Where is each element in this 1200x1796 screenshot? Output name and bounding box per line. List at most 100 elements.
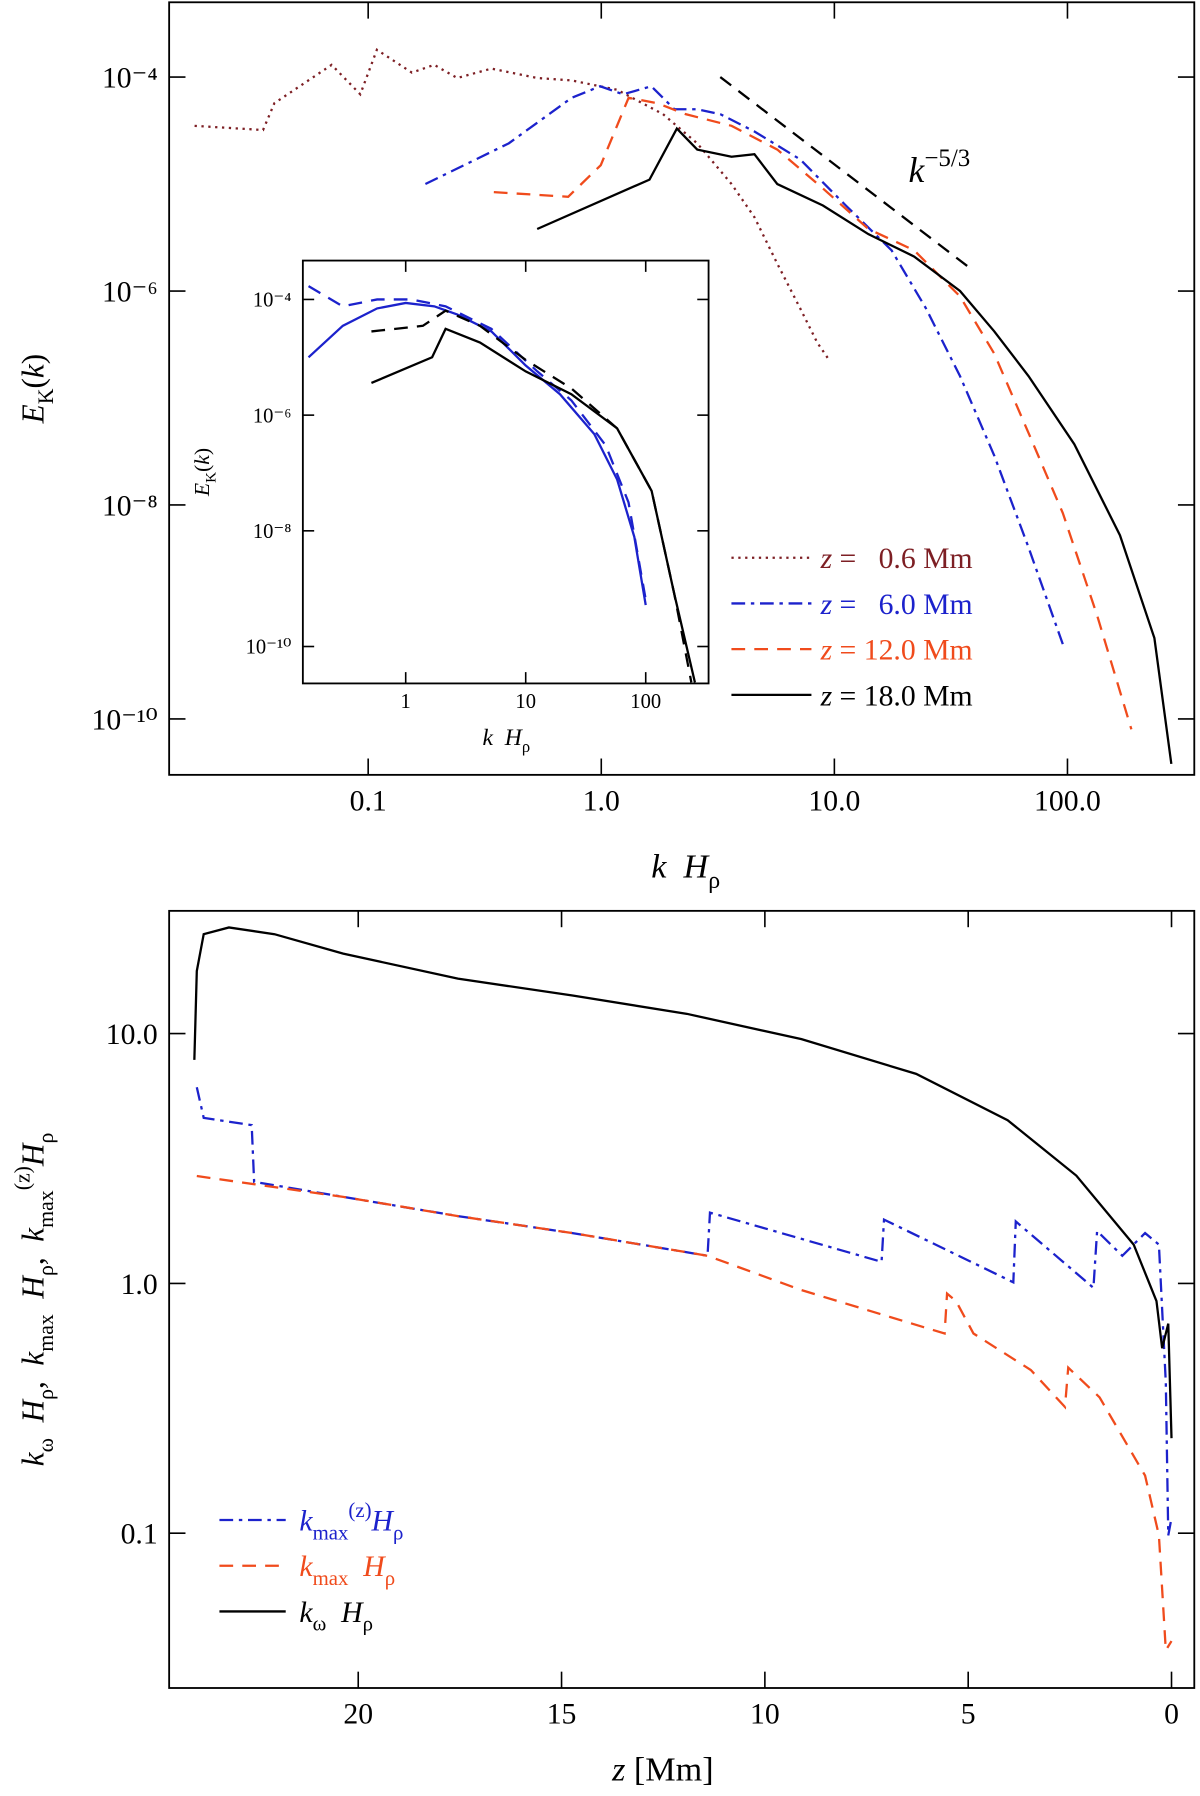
series-line <box>196 1174 1173 1654</box>
text-part: z <box>820 680 833 712</box>
x-tick-label: 100.0 <box>1034 786 1101 818</box>
text-part: = 6.0 Mm <box>832 589 973 621</box>
text-part: ρ <box>393 1521 403 1544</box>
chart: 20 15 10 5 0 10.0 1.0 0.1 z [Mm] kω Hρ, kmax Hρ, … <box>10 909 1196 1789</box>
text-part: H <box>683 849 711 886</box>
text-part <box>15 1299 50 1315</box>
text-part: = 12.0 Mm <box>832 635 973 667</box>
y-tick-label: 0.1 <box>121 1519 158 1551</box>
series-line <box>195 1086 1173 1536</box>
y-axis-label: kω Hρ, kmax Hρ, kmax(z)Hρ <box>10 1133 57 1467</box>
text-part: ρ <box>363 1613 373 1636</box>
text-part: E <box>190 483 214 497</box>
x-tick-label: 10.0 <box>808 786 860 818</box>
text-part: H <box>15 1398 50 1423</box>
text-part: k <box>15 1451 50 1466</box>
text-part: ρ <box>34 1389 58 1400</box>
text-part: max <box>313 1521 349 1544</box>
text-part: max <box>34 1314 58 1352</box>
text-part: k <box>15 1227 50 1242</box>
plot-area <box>194 48 1173 765</box>
text-part: = 0.6 Mm <box>832 543 973 575</box>
text-part <box>326 1597 341 1629</box>
legend-label: z = 0.6 Mm <box>820 543 973 575</box>
text-part: (z) <box>348 1499 371 1522</box>
text-part: ρ <box>708 868 720 894</box>
plot-area <box>193 926 1173 1654</box>
text-part <box>493 725 505 751</box>
text-part: H <box>362 1551 386 1583</box>
text-part: k <box>482 725 493 751</box>
x-tick-label: 10 <box>750 1699 780 1731</box>
legend-label: z = 6.0 Mm <box>820 589 973 621</box>
plot-area <box>307 285 697 683</box>
series-line <box>536 126 1173 765</box>
y-tick-label: 10⁻⁴ <box>102 62 158 94</box>
text-part: k <box>651 849 667 886</box>
series-line <box>493 96 1133 730</box>
text-part: k <box>299 1597 313 1629</box>
legend-label: kmax(z)Hρ <box>299 1499 403 1544</box>
text-part <box>15 1422 50 1438</box>
text-part: K <box>204 472 220 483</box>
x-tick-label: 5 <box>961 1699 976 1731</box>
text-part: z <box>611 1752 625 1789</box>
y-tick-label: 10⁻⁶ <box>253 405 292 427</box>
text-part: ω <box>313 1613 327 1636</box>
x-axis-label: k Hρ <box>651 849 720 894</box>
text-part: K <box>34 388 58 404</box>
text-part: H <box>371 1505 395 1537</box>
x-axis-label: k Hρ <box>482 725 530 756</box>
text-part: ω <box>34 1438 58 1452</box>
text-part: H <box>340 1597 364 1629</box>
text-part: , <box>15 1366 50 1389</box>
text-part <box>348 1551 363 1583</box>
text-part: H <box>15 1275 50 1300</box>
text-part: , <box>15 1242 50 1265</box>
text-part: ( <box>190 465 214 472</box>
y-tick-label: 10⁻⁸ <box>102 490 158 522</box>
x-axis-label: z [Mm] <box>611 1752 714 1789</box>
text-part <box>666 849 683 886</box>
x-tick-label: 100 <box>630 691 661 713</box>
text-part: [Mm] <box>625 1752 713 1789</box>
text-part: = 18.0 Mm <box>832 680 973 712</box>
x-tick-label: 20 <box>343 1699 373 1731</box>
text-part: −5/3 <box>924 145 970 172</box>
text-part: z <box>820 635 833 667</box>
reference-label: k−5/3 <box>909 145 971 190</box>
x-tick-label: 15 <box>547 1699 577 1731</box>
x-tick-label: 1 <box>401 691 411 713</box>
x-tick-label: 0 <box>1164 1699 1179 1731</box>
y-tick-label: 10⁻¹⁰ <box>246 637 292 659</box>
text-part: k <box>299 1551 313 1583</box>
y-tick-label: 1.0 <box>121 1269 158 1301</box>
legend-label: kmax Hρ <box>299 1551 395 1590</box>
text-part: ρ <box>34 1265 58 1276</box>
text-part: ρ <box>34 1133 58 1144</box>
text-part: z <box>820 543 833 575</box>
text-part: k <box>299 1505 313 1537</box>
series-line <box>193 926 1173 1439</box>
text-part: H <box>504 725 524 751</box>
series-line <box>307 301 647 606</box>
text-part: k <box>15 363 50 378</box>
series-line <box>194 48 830 360</box>
x-tick-label: 10 <box>515 691 536 713</box>
plot-frame <box>168 909 1196 1689</box>
text-part: k <box>909 150 926 190</box>
legend-label: kω Hρ <box>299 1597 373 1636</box>
y-axis-label: EK(k) <box>190 448 219 497</box>
reference-line <box>719 76 973 271</box>
text-part: k <box>190 455 214 465</box>
plot-frame <box>301 259 710 685</box>
text-part: k <box>15 1351 50 1366</box>
y-tick-label: 10⁻⁸ <box>253 521 292 543</box>
text-part: ρ <box>522 737 530 756</box>
text-part: max <box>34 1190 58 1228</box>
y-axis-label: EK(k) <box>15 354 57 424</box>
x-tick-label: 0.1 <box>350 786 387 818</box>
text-part: (z) <box>10 1166 34 1190</box>
series-line <box>307 285 647 600</box>
